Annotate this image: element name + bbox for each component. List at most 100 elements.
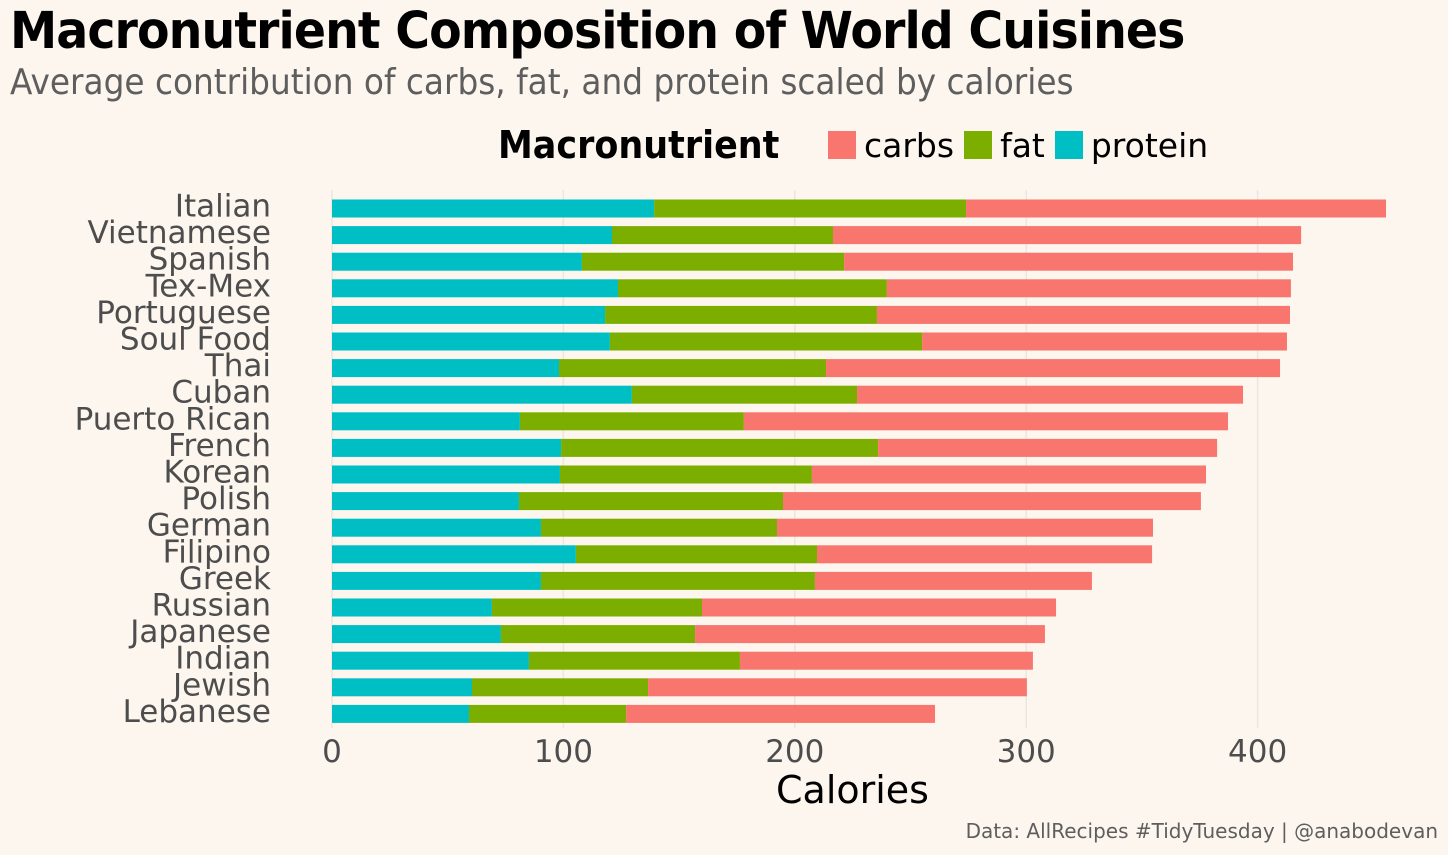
bar-german-protein	[332, 518, 541, 537]
y-label-russian: Russian	[152, 588, 271, 624]
bar-vietnamese-fat	[611, 226, 833, 245]
bar-thai-carbs	[826, 359, 1281, 378]
bar-russian-protein	[332, 598, 492, 617]
bar-tex-mex-fat	[618, 279, 887, 298]
x-axis-ticks: 0 100 200 300 400	[322, 734, 1287, 770]
caption: Data: AllRecipes #TidyTuesday | @anabode…	[965, 819, 1438, 843]
y-label-cuban: Cuban	[171, 375, 271, 411]
bar-italian-fat	[654, 199, 967, 218]
x-tick-label-300: 300	[997, 734, 1056, 770]
bar-russian-carbs	[702, 598, 1057, 617]
bar-puerto-rican-fat	[519, 412, 744, 431]
y-label-japanese: Japanese	[128, 614, 271, 650]
legend-label-protein: protein	[1090, 125, 1209, 165]
y-axis-labels: ItalianVietnameseSpanishTex-MexPortugues…	[75, 189, 271, 730]
y-label-portuguese: Portuguese	[96, 295, 271, 331]
y-label-thai: Thai	[204, 348, 271, 384]
bar-indian-carbs	[739, 651, 1033, 670]
x-axis-title: Calories	[776, 768, 929, 812]
y-label-lebanese: Lebanese	[123, 694, 271, 730]
bar-spanish-carbs	[844, 252, 1294, 271]
bars	[332, 199, 1387, 723]
bar-jewish-carbs	[648, 678, 1027, 697]
x-tick-label-400: 400	[1228, 734, 1287, 770]
bar-polish-fat	[518, 492, 783, 511]
bar-thai-fat	[559, 359, 827, 378]
bar-greek-carbs	[814, 571, 1092, 590]
bar-puerto-rican-protein	[332, 412, 520, 431]
bar-tex-mex-carbs	[886, 279, 1291, 298]
bar-jewish-fat	[471, 678, 649, 697]
bar-lebanese-protein	[332, 704, 469, 723]
bar-indian-protein	[332, 651, 529, 670]
chart-title: Macronutrient Composition of World Cuisi…	[10, 2, 1185, 61]
bar-cuban-protein	[332, 385, 632, 404]
bar-polish-protein	[332, 492, 519, 511]
bar-cuban-fat	[631, 385, 858, 404]
y-label-soul-food: Soul Food	[120, 322, 271, 358]
y-label-polish: Polish	[181, 481, 271, 517]
legend-key-protein	[1054, 131, 1083, 159]
bar-jewish-protein	[332, 678, 472, 697]
bar-filipino-fat	[575, 545, 818, 564]
y-label-jewish: Jewish	[171, 667, 271, 703]
y-label-indian: Indian	[175, 641, 271, 677]
bar-lebanese-fat	[468, 704, 627, 723]
legend-label-carbs: carbs	[864, 125, 955, 165]
bar-lebanese-carbs	[626, 704, 936, 723]
bar-indian-fat	[528, 651, 740, 670]
legend-item-fat: fat	[964, 126, 1045, 165]
bar-japanese-carbs	[695, 625, 1045, 644]
chart-subtitle: Average contribution of carbs, fat, and …	[10, 62, 1074, 103]
bar-german-carbs	[776, 518, 1154, 537]
y-label-korean: Korean	[163, 455, 271, 491]
bar-japanese-protein	[332, 625, 501, 644]
bar-greek-fat	[540, 571, 815, 590]
y-label-filipino: Filipino	[163, 534, 271, 570]
y-label-puerto-rican: Puerto Rican	[75, 401, 271, 437]
bar-filipino-protein	[332, 545, 576, 564]
bar-portuguese-protein	[332, 305, 606, 324]
y-label-german: German	[147, 508, 271, 544]
bar-cuban-carbs	[857, 385, 1244, 404]
bar-spanish-protein	[332, 252, 582, 271]
bar-french-fat	[561, 438, 879, 457]
legend: Macronutrient carbs fat protein	[498, 122, 1218, 168]
bar-russian-fat	[491, 598, 703, 617]
y-label-greek: Greek	[179, 561, 271, 597]
bar-spanish-fat	[581, 252, 845, 271]
bar-tex-mex-protein	[332, 279, 619, 298]
bar-soul-food-fat	[609, 332, 923, 351]
bar-soul-food-carbs	[922, 332, 1287, 351]
y-label-french: French	[168, 428, 271, 464]
legend-label-fat: fat	[1000, 125, 1045, 165]
legend-title: Macronutrient	[498, 123, 780, 167]
bar-vietnamese-carbs	[832, 226, 1302, 245]
y-label-spanish: Spanish	[149, 242, 271, 278]
x-tick-label-100: 100	[534, 734, 593, 770]
bar-polish-carbs	[782, 492, 1201, 511]
bar-portuguese-carbs	[876, 305, 1290, 324]
bar-japanese-fat	[500, 625, 696, 644]
bar-italian-carbs	[966, 199, 1387, 218]
bar-korean-protein	[332, 465, 560, 484]
bar-puerto-rican-carbs	[743, 412, 1228, 431]
bar-soul-food-protein	[332, 332, 610, 351]
bar-french-protein	[332, 438, 562, 457]
bar-vietnamese-protein	[332, 226, 612, 245]
bar-italian-protein	[332, 199, 655, 218]
bar-thai-protein	[332, 359, 560, 378]
y-label-tex-mex: Tex-Mex	[145, 268, 271, 304]
legend-key-carbs	[828, 131, 856, 159]
legend-item-carbs: carbs	[828, 126, 954, 165]
bar-korean-carbs	[811, 465, 1206, 484]
bar-greek-protein	[332, 571, 541, 590]
bar-german-fat	[540, 518, 777, 537]
x-tick-label-0: 0	[322, 734, 342, 770]
y-label-vietnamese: Vietnamese	[87, 215, 271, 251]
y-label-italian: Italian	[175, 189, 271, 225]
bar-korean-fat	[559, 465, 812, 484]
bar-portuguese-fat	[605, 305, 877, 324]
legend-item-protein: protein	[1054, 125, 1209, 165]
